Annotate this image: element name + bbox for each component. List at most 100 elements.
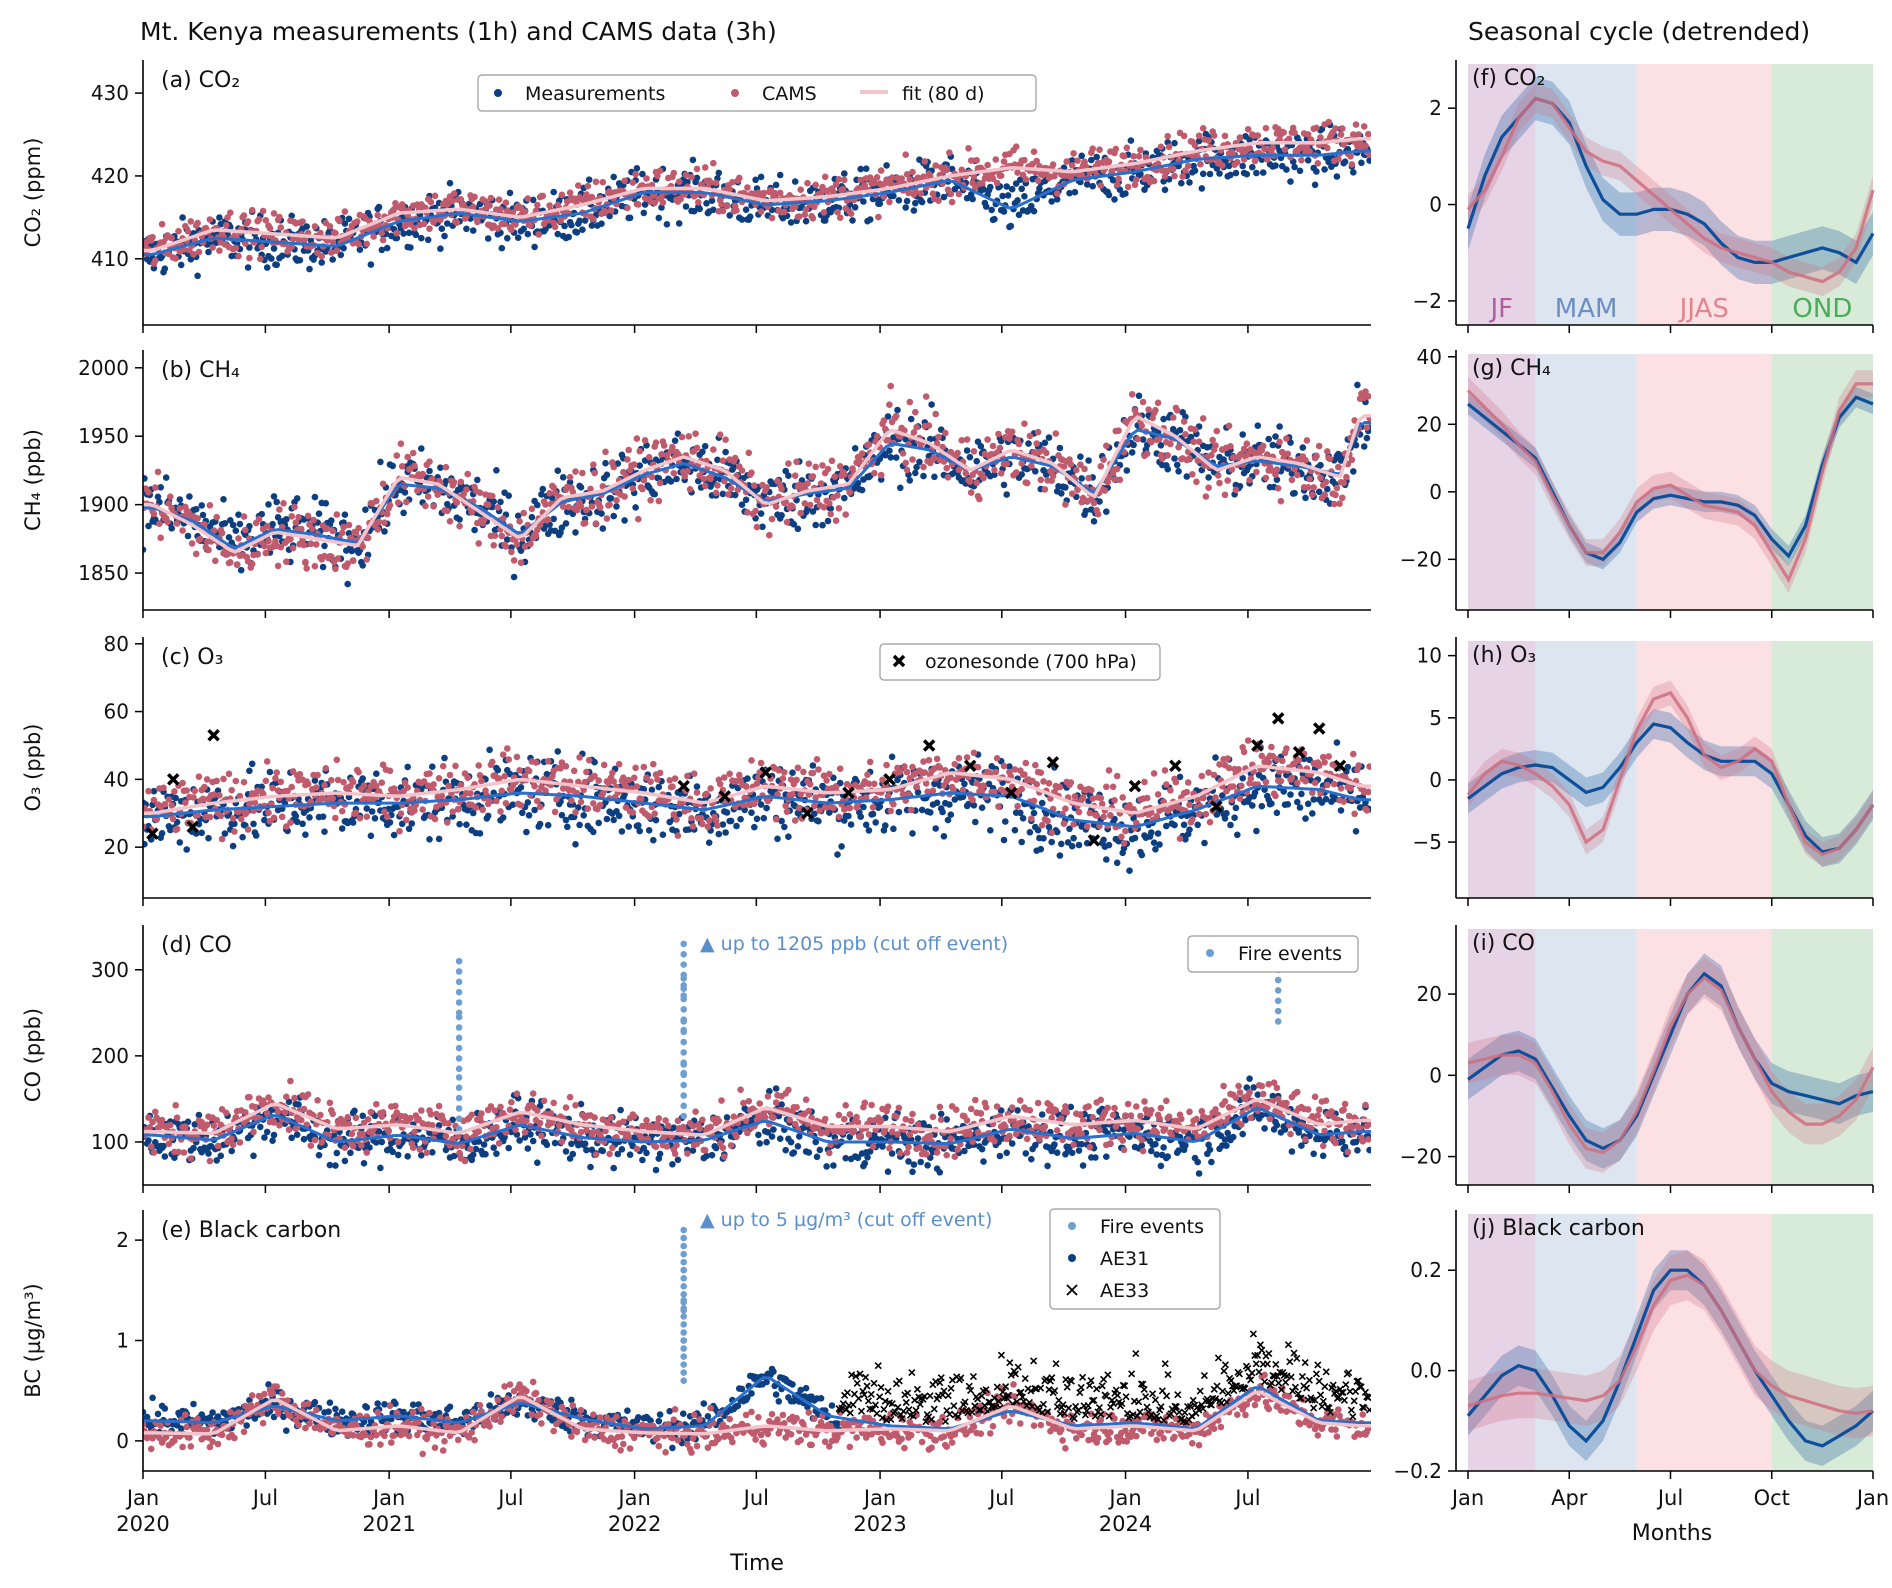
- cams-point: [173, 825, 181, 833]
- measurement-point: [753, 815, 761, 823]
- cams-point: [910, 429, 918, 436]
- measurement-point: [699, 448, 706, 456]
- cams-point: [446, 771, 454, 779]
- cams-point: [701, 482, 709, 490]
- measurement-point: [273, 261, 281, 269]
- cams-point: [1116, 166, 1124, 174]
- measurement-point: [948, 165, 956, 173]
- measurement-point: [918, 806, 926, 814]
- measurement-point: [1116, 186, 1124, 193]
- measurement-point: [1003, 183, 1010, 190]
- cams-point: [259, 207, 267, 215]
- cams-point: [246, 800, 253, 808]
- cams-point: [1103, 442, 1110, 450]
- measurement-point: [531, 806, 538, 814]
- measurement-point: [719, 490, 727, 498]
- cams-point: [671, 775, 679, 782]
- cams-point: [1033, 157, 1040, 165]
- cams-point: [397, 440, 405, 448]
- cams-point: [1234, 158, 1241, 166]
- measurement-point: [1291, 163, 1298, 171]
- cams-point: [426, 458, 433, 466]
- measurement-point: [1161, 186, 1169, 194]
- cams-point: [336, 217, 343, 225]
- measurement-point: [595, 819, 602, 827]
- measurement-point: [895, 197, 903, 204]
- cams-point: [801, 500, 809, 507]
- cams-point: [1365, 130, 1371, 138]
- cams-point: [901, 427, 908, 434]
- cams-point: [1193, 478, 1200, 486]
- cams-point: [835, 505, 843, 512]
- measurement-point: [970, 802, 978, 809]
- measurement-point: [727, 817, 735, 825]
- measurement-point: [198, 502, 205, 509]
- cams-point: [603, 515, 611, 522]
- cams-point: [257, 255, 264, 263]
- cams-point: [712, 179, 720, 187]
- measurement-point: [576, 217, 583, 225]
- cams-point: [933, 440, 941, 447]
- cams-point: [1105, 158, 1113, 165]
- measurement-point: [1160, 415, 1167, 423]
- measurement-point: [1004, 192, 1012, 199]
- measurement-point: [626, 214, 634, 222]
- cams-point: [835, 176, 843, 183]
- measurement-point: [176, 839, 184, 846]
- cams-point: [995, 430, 1002, 438]
- cams-point: [766, 531, 773, 539]
- cams-point: [996, 444, 1004, 452]
- measurement-point: [554, 748, 562, 755]
- measurement-point: [1048, 838, 1055, 846]
- cams-point: [1197, 160, 1204, 168]
- measurement-point: [1018, 471, 1025, 478]
- cams-point: [1199, 125, 1207, 132]
- cams-point: [1008, 428, 1016, 436]
- cams-point: [700, 475, 708, 483]
- cams-point: [678, 433, 686, 441]
- cams-point: [607, 207, 615, 214]
- cams-point: [476, 772, 484, 779]
- measurement-point: [274, 514, 282, 521]
- measurement-point: [429, 763, 436, 770]
- cams-point: [517, 802, 525, 809]
- cams-point: [240, 212, 248, 219]
- cams-point: [958, 437, 965, 444]
- measurement-point: [598, 510, 605, 517]
- measurement-point: [826, 809, 833, 816]
- measurement-point: [742, 206, 750, 213]
- cams-point: [1022, 176, 1030, 183]
- cams-point: [191, 787, 199, 795]
- cams-point: [559, 503, 567, 511]
- cams-point: [1021, 420, 1028, 428]
- measurement-point: [373, 770, 380, 777]
- measurement-point: [872, 819, 879, 826]
- cams-point: [943, 464, 950, 472]
- cams-point: [145, 787, 152, 795]
- measurement-point: [412, 231, 420, 239]
- cams-point: [1073, 466, 1080, 474]
- measurement-point: [550, 188, 557, 196]
- cams-point: [783, 518, 791, 526]
- cams-point: [946, 149, 953, 156]
- measurement-point: [715, 830, 723, 838]
- measurement-point: [564, 823, 571, 831]
- measurement-point: [610, 816, 617, 824]
- measurement-point: [918, 198, 926, 206]
- measurement-point: [524, 230, 532, 238]
- measurement-point: [311, 777, 319, 784]
- cams-point: [827, 510, 834, 518]
- cams-point: [205, 546, 212, 554]
- measurement-point: [940, 833, 948, 840]
- cams-point: [1243, 440, 1251, 448]
- measurement-point: [1017, 176, 1024, 183]
- cams-point: [328, 553, 335, 560]
- cams-point: [206, 216, 214, 223]
- cams-point: [1014, 169, 1021, 176]
- measurement-point: [940, 193, 948, 201]
- cams-point: [232, 777, 240, 785]
- measurement-point: [927, 809, 934, 816]
- measurement-point: [1090, 518, 1098, 525]
- measurement-point: [1109, 176, 1117, 184]
